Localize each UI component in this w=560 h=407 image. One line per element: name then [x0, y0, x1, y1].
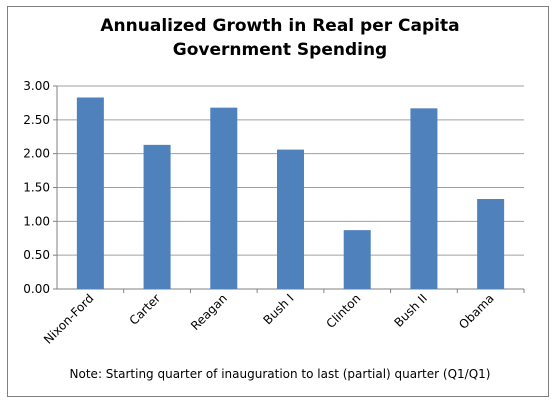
bar [410, 108, 438, 289]
bar [143, 144, 171, 289]
chart-title: Annualized Growth in Real per Capita Gov… [0, 14, 560, 62]
chart-title-line-2: Government Spending [172, 40, 388, 60]
y-tick-label: 1.50 [23, 181, 50, 195]
x-tick-label: Bush II [391, 291, 430, 330]
chart-title-line-1: Annualized Growth in Real per Capita [100, 16, 460, 36]
x-tick-label: Carter [127, 291, 164, 328]
chart-note: Note: Starting quarter of inauguration t… [69, 367, 491, 381]
x-tick-label: Clinton [324, 291, 364, 331]
x-tick-label: Reagan [188, 291, 230, 333]
y-tick-label: 1.00 [23, 214, 50, 228]
x-tick-label: Obama [456, 291, 497, 332]
y-tick-label: 0.50 [23, 248, 50, 262]
bar [477, 199, 505, 289]
y-tick-label: 2.50 [23, 113, 50, 127]
x-tick-label: Nixon-Ford [41, 291, 96, 346]
bar [277, 149, 304, 289]
bar [76, 97, 104, 290]
y-tick-label: 0.00 [23, 282, 50, 296]
y-tick-label: 3.00 [23, 79, 50, 93]
y-tick-label: 2.00 [23, 147, 50, 161]
x-tick-label: Bush I [261, 291, 297, 327]
bar [210, 107, 238, 289]
bar [343, 230, 371, 289]
